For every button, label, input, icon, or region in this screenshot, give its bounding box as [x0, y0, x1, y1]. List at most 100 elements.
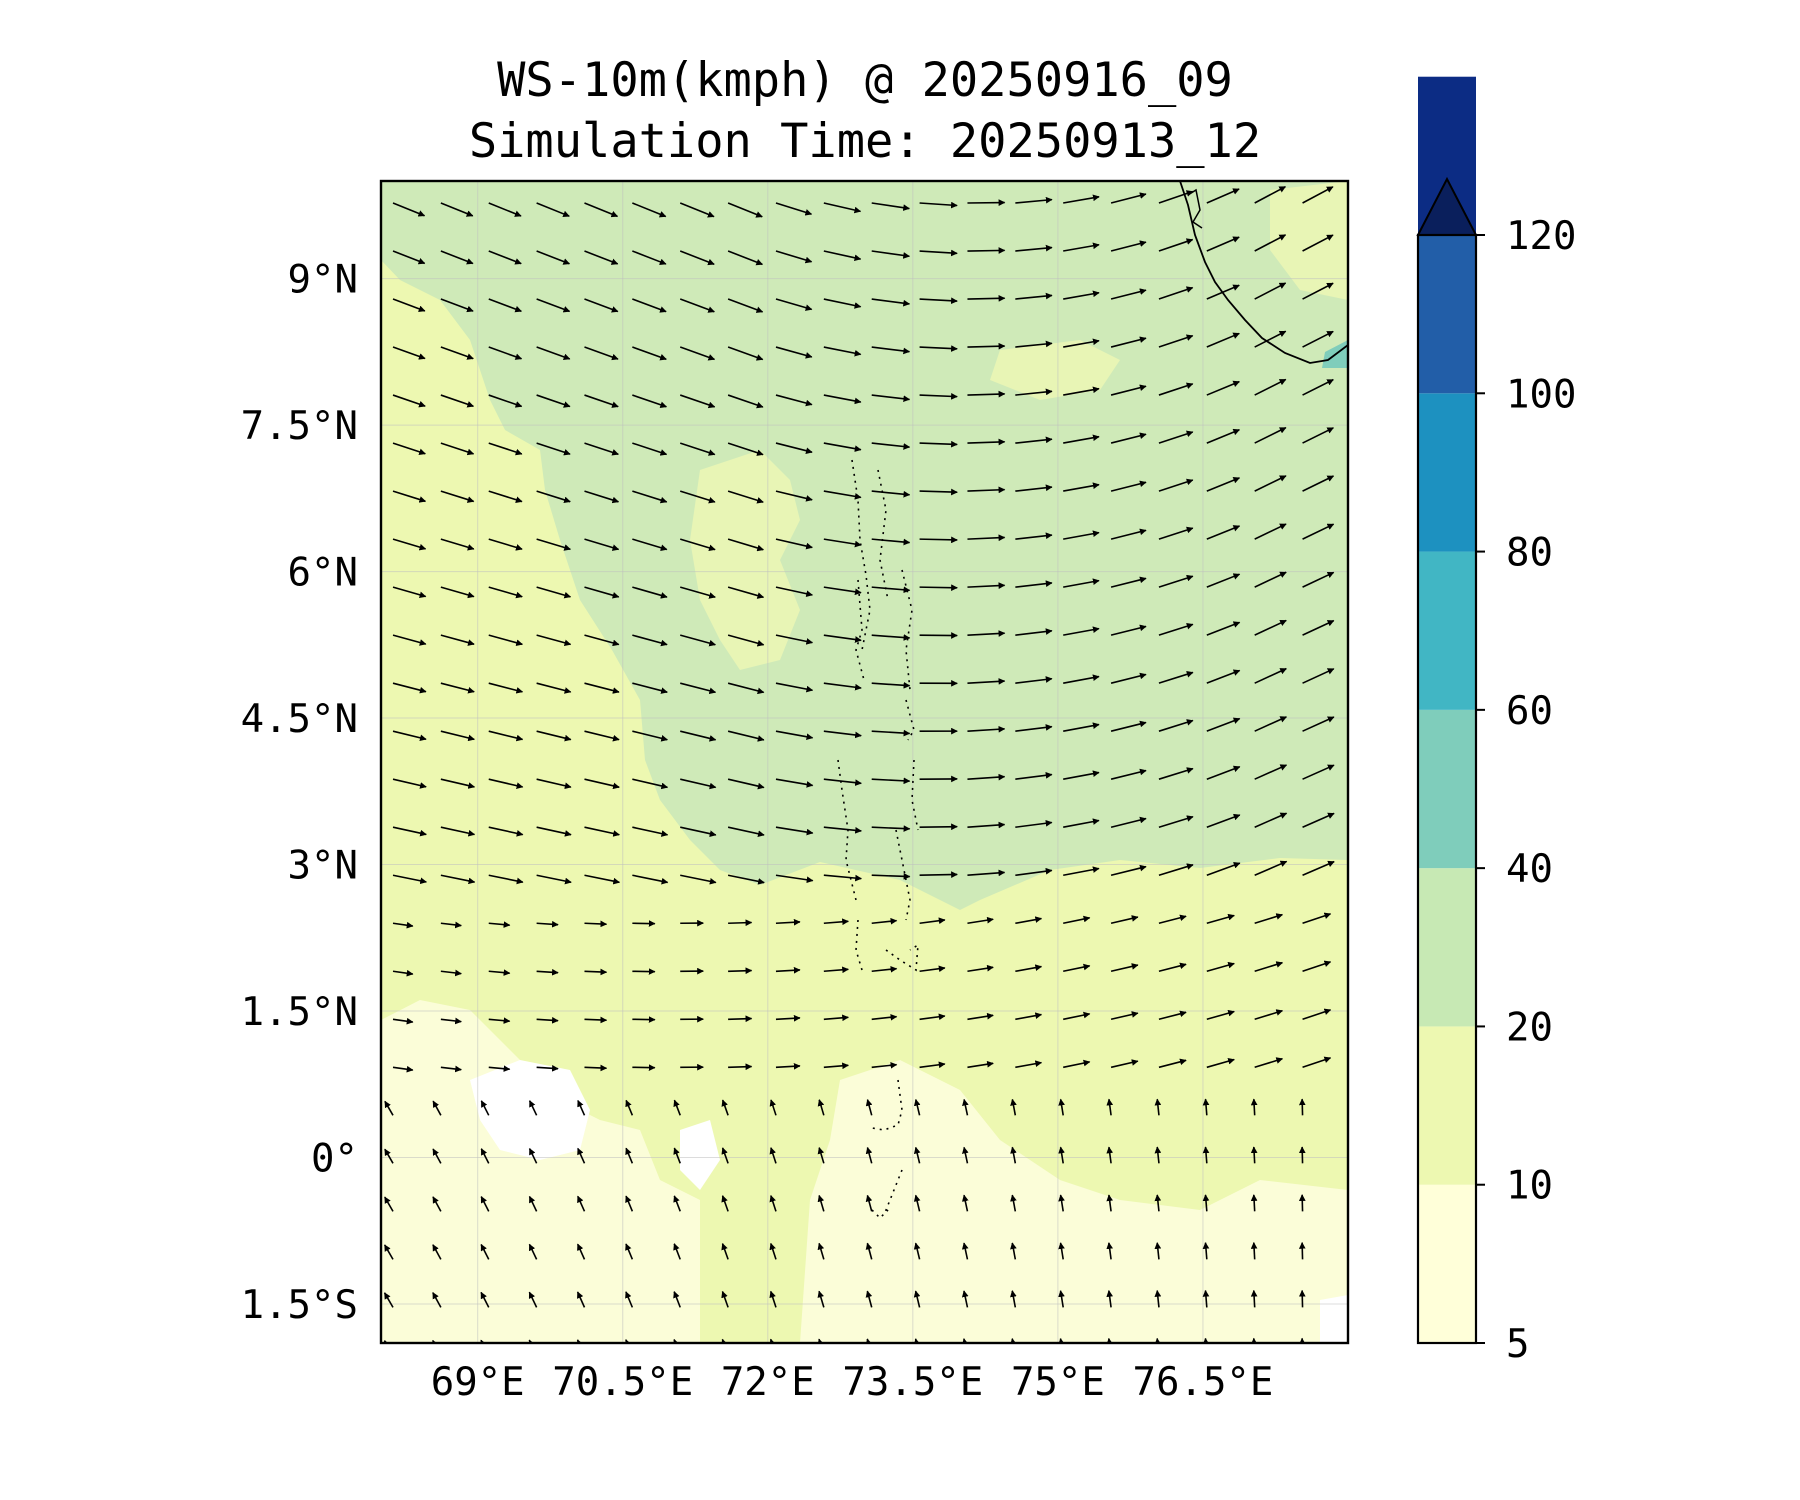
colorbar-bin	[1418, 1026, 1476, 1185]
longitude-labels: 69°E 70.5°E 72°E 73.5°E 75°E 76.5°E	[431, 1360, 1274, 1405]
wind-arrow	[967, 869, 1006, 877]
wind-arrow	[528, 1147, 538, 1164]
wind-arrow	[919, 249, 958, 257]
wind-arrow	[775, 202, 813, 216]
wind-arrow	[488, 346, 523, 360]
wind-arrow	[1015, 724, 1053, 732]
wind-arrow	[823, 586, 862, 596]
wind-arrow	[577, 1195, 586, 1212]
wind-arrow	[919, 440, 958, 448]
wind-arrow	[488, 1065, 511, 1072]
wind-arrow	[871, 729, 911, 737]
colorbar-tick-label: 120	[1506, 214, 1576, 259]
wind-arrow	[775, 966, 801, 974]
wind-arrow	[1206, 477, 1241, 492]
wind-arrow	[1110, 720, 1147, 732]
wind-arrow	[536, 826, 572, 837]
wind-arrow	[392, 826, 427, 837]
title-line-2: Simulation Time: 20250913_12	[468, 114, 1262, 169]
wind-arrow	[1202, 1098, 1210, 1116]
wind-arrow	[488, 538, 523, 551]
wind-arrow	[440, 202, 474, 217]
wind-arrow	[1110, 432, 1147, 444]
wind-arrow	[865, 1099, 873, 1116]
wind-arrow	[919, 345, 958, 352]
wind-arrow	[392, 730, 427, 742]
colorbar-bin	[1418, 393, 1476, 552]
wind-arrow	[919, 1013, 946, 1021]
wind-arrow	[871, 681, 911, 689]
lat-tick-label: 1.5°N	[241, 990, 358, 1035]
wind-arrow	[865, 1338, 873, 1343]
wind-arrow	[1350, 573, 1381, 588]
wind-arrow	[584, 538, 620, 551]
wind-arrow	[392, 634, 427, 646]
wind-arrow	[392, 586, 427, 599]
india-coastline	[1179, 181, 1348, 364]
wind-arrow	[632, 874, 669, 885]
wind-arrow	[913, 1194, 921, 1212]
wind-arrow	[440, 874, 476, 885]
wind-arrow	[1254, 812, 1288, 828]
lon-tick-label: 72°E	[721, 1360, 815, 1405]
speed-region-5-10	[381, 1000, 700, 1343]
wind-arrow	[775, 730, 814, 741]
wind-arrow	[1206, 1057, 1235, 1069]
wind-arrow	[680, 874, 717, 885]
wind-arrow	[775, 586, 813, 598]
wind-arrow	[823, 826, 862, 834]
wind-arrow	[576, 1291, 586, 1308]
wind-arrow	[632, 442, 668, 456]
wind-arrow	[1106, 1098, 1114, 1116]
wind-arrow	[584, 778, 620, 790]
wind-arrow	[536, 682, 572, 694]
wind-arrow	[769, 1290, 777, 1308]
wind-arrow	[1063, 434, 1100, 444]
wind-arrow	[480, 1148, 490, 1164]
wind-arrow	[384, 1100, 394, 1116]
wind-arrow	[392, 874, 427, 885]
wind-arrow	[919, 584, 958, 592]
wind-arrow	[673, 1291, 681, 1308]
wind-arrow	[728, 1015, 753, 1023]
wind-arrow	[1158, 863, 1194, 876]
wind-arrow	[392, 346, 426, 360]
lon-tick-label: 76.5°E	[1133, 1360, 1274, 1405]
wind-arrow	[528, 1243, 538, 1260]
wind-arrow	[440, 250, 474, 265]
wind-arrow	[823, 442, 862, 452]
wind-arrow	[1110, 384, 1147, 396]
wind-arrow	[440, 586, 475, 599]
wind-arrow	[488, 490, 523, 503]
wind-arrow	[584, 874, 621, 885]
wind-arrow	[967, 630, 1006, 637]
wind-vector-field	[383, 185, 1381, 1343]
wind-arrow	[961, 1194, 969, 1212]
wind-arrow	[865, 1242, 873, 1260]
wind-arrow	[727, 538, 764, 552]
wind-arrow	[673, 1243, 681, 1260]
wind-arrow	[1015, 580, 1053, 588]
wind-arrow	[871, 965, 898, 973]
wind-arrow	[727, 202, 763, 218]
wind-arrow	[1302, 1056, 1332, 1069]
wind-arrow	[919, 965, 946, 973]
wind-arrow	[961, 1290, 969, 1308]
wind-arrow	[625, 1147, 634, 1164]
wind-arrow	[1202, 1194, 1210, 1212]
wind-arrow	[1206, 332, 1240, 348]
wind-arrow	[1254, 1009, 1284, 1021]
wind-arrow	[488, 1017, 511, 1024]
wind-arrow	[1350, 717, 1381, 731]
wind-arrow	[1015, 676, 1053, 684]
wind-arrow	[727, 634, 765, 647]
wind-arrow	[1063, 482, 1100, 492]
wind-arrow	[1206, 1009, 1235, 1021]
colorbar-bin	[1418, 1184, 1476, 1343]
wind-arrow	[1063, 386, 1100, 396]
wind-arrow	[1154, 1098, 1162, 1116]
wind-arrow	[1250, 1098, 1258, 1116]
wind-arrow	[1254, 234, 1287, 252]
wind-arrow	[727, 826, 765, 838]
wind-arrow	[962, 1098, 969, 1116]
